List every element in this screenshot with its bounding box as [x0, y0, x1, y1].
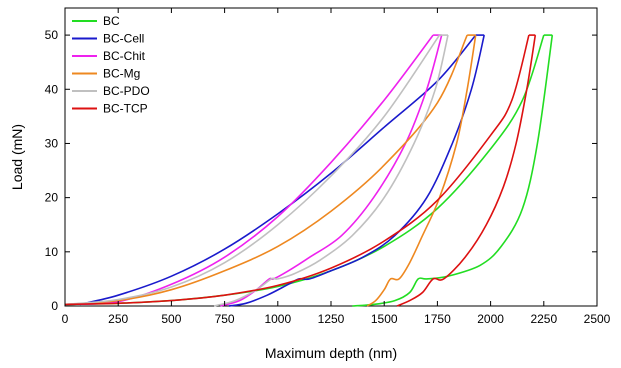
- loading-curve: [64, 34, 468, 306]
- series-layer: [64, 34, 554, 307]
- y-tick-label: 40: [45, 82, 59, 96]
- x-axis-title: Maximum depth (nm): [265, 345, 397, 361]
- unloading-curve: [366, 34, 477, 307]
- y-tick-label: 10: [45, 245, 59, 259]
- x-tick-label: 0: [62, 312, 69, 326]
- legend: BC BC-Cell BC-Chit BC-Mg BC-PDO BC-TCP: [72, 14, 150, 116]
- legend-label: BC-Cell: [103, 32, 144, 46]
- y-axis-title: Load (mN): [9, 124, 25, 190]
- x-tick-label: 1750: [424, 312, 451, 326]
- legend-entry: BC-Cell: [72, 32, 144, 46]
- legend-entry: BC: [72, 14, 120, 28]
- y-tick-label: 20: [45, 191, 59, 205]
- legend-entry: BC-PDO: [72, 84, 150, 98]
- loading-curve: [79, 34, 477, 306]
- x-tick-label: 2500: [584, 312, 611, 326]
- x-tick-label: 2250: [530, 312, 557, 326]
- x-tick-label: 2000: [477, 312, 504, 326]
- x-tick-label: 1500: [371, 312, 398, 326]
- y-tick-label: 50: [45, 28, 59, 42]
- y-tick-label: 30: [45, 136, 59, 150]
- axes-layer: 0 250 500 750 1000 1250 1500 1750 2000 2250 2500 0 1…: [45, 8, 611, 326]
- legend-entry: BC-Chit: [72, 49, 146, 63]
- series-bc-tcp: [64, 34, 537, 307]
- legend-label: BC-Chit: [103, 49, 146, 63]
- x-tick-label: 250: [108, 312, 128, 326]
- x-tick-label: 750: [215, 312, 235, 326]
- y-tick-label: 0: [51, 299, 58, 313]
- series-bc-cell: [79, 34, 485, 307]
- series-bc-mg: [64, 34, 477, 307]
- unloading-curve: [352, 34, 554, 307]
- legend-label: BC-TCP: [103, 102, 148, 116]
- legend-entry: BC-Mg: [72, 67, 140, 81]
- loading-curve: [64, 34, 530, 306]
- legend-label: BC: [103, 14, 120, 28]
- plot-area: [64, 7, 598, 307]
- loading-curve: [64, 34, 441, 306]
- legend-entry: BC-TCP: [72, 102, 148, 116]
- legend-label: BC-Mg: [103, 67, 140, 81]
- x-tick-label: 1000: [264, 312, 291, 326]
- unloading-curve: [228, 34, 485, 307]
- x-tick-label: 1250: [318, 312, 345, 326]
- legend-label: BC-PDO: [103, 84, 150, 98]
- unloading-curve: [396, 34, 537, 307]
- x-tick-label: 500: [161, 312, 181, 326]
